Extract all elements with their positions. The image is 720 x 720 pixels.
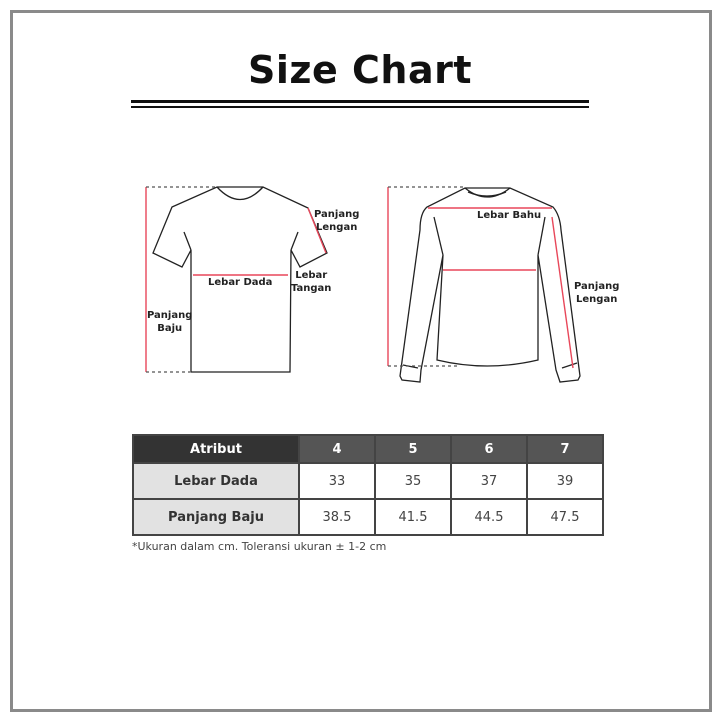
title-divider-top — [131, 100, 589, 103]
label-tshirt-sleeve-length: Panjang Lengan — [314, 209, 360, 233]
label-longsleeve-sleeve-length: Panjang Lengan — [574, 281, 620, 305]
cell: 35 — [374, 462, 452, 500]
row-label: Lebar Dada — [132, 462, 300, 500]
cell: 41.5 — [374, 498, 452, 536]
size-table: Atribut 4 5 6 7 Lebar Dada 33 35 37 39 P… — [132, 434, 604, 536]
cell: 33 — [298, 462, 376, 500]
page-frame — [10, 10, 712, 712]
row-label: Panjang Baju — [132, 498, 300, 536]
label-shoulder-width: Lebar Bahu — [477, 210, 542, 221]
garment-diagrams — [145, 186, 581, 383]
cell: 37 — [450, 462, 528, 500]
header-size: 6 — [450, 434, 528, 464]
title-divider-bottom — [131, 106, 589, 108]
header-size: 5 — [374, 434, 452, 464]
cell: 47.5 — [526, 498, 604, 536]
table-header-row: Atribut 4 5 6 7 — [132, 434, 604, 464]
tshirt-measure-lines — [145, 187, 327, 372]
longsleeve-measure-lines — [387, 187, 574, 369]
page-title: Size Chart — [247, 48, 472, 92]
label-sleeve-width: Lebar Tangan — [291, 270, 332, 294]
label-body-length: Panjang Baju — [147, 310, 193, 334]
cell: 44.5 — [450, 498, 528, 536]
header-attribute: Atribut — [132, 434, 300, 464]
header-size: 7 — [526, 434, 604, 464]
longsleeve-diagram — [399, 187, 581, 383]
size-note: *Ukuran dalam cm. Toleransi ukuran ± 1-2… — [132, 540, 387, 553]
label-chest-width: Lebar Dada — [208, 277, 273, 288]
table-row: Lebar Dada 33 35 37 39 — [132, 462, 604, 500]
cell: 38.5 — [298, 498, 376, 536]
table-row: Panjang Baju 38.5 41.5 44.5 47.5 — [132, 498, 604, 536]
cell: 39 — [526, 462, 604, 500]
header-size: 4 — [298, 434, 376, 464]
